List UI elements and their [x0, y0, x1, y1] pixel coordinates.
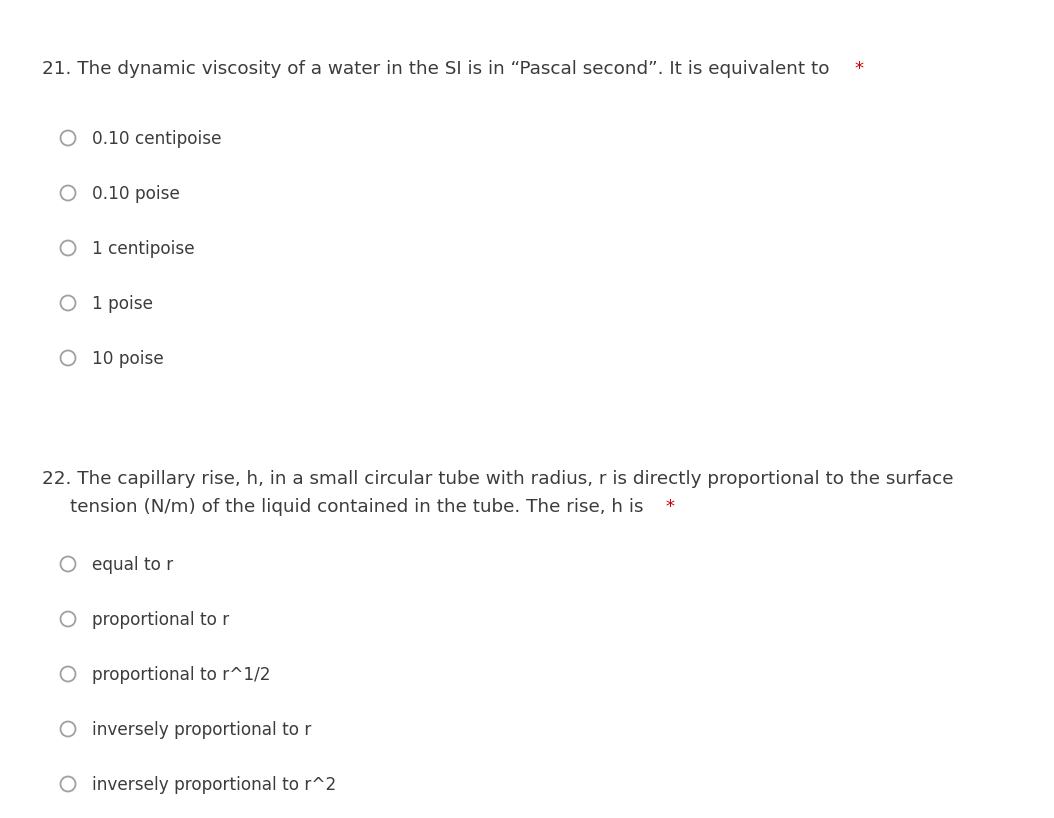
Text: inversely proportional to r^2: inversely proportional to r^2 — [92, 776, 336, 794]
Circle shape — [60, 240, 76, 255]
Circle shape — [60, 131, 76, 146]
Text: 22. The capillary rise, h, in a small circular tube with radius, r is directly p: 22. The capillary rise, h, in a small ci… — [42, 470, 954, 488]
Text: *: * — [850, 60, 864, 78]
Circle shape — [60, 667, 76, 681]
Circle shape — [60, 186, 76, 200]
Circle shape — [60, 776, 76, 792]
Text: 21. The dynamic viscosity of a water in the SI is in “Pascal second”. It is equi: 21. The dynamic viscosity of a water in … — [42, 60, 829, 78]
Text: proportional to r^1/2: proportional to r^1/2 — [92, 666, 271, 684]
Circle shape — [60, 350, 76, 366]
Text: 1 poise: 1 poise — [92, 295, 153, 313]
Text: proportional to r: proportional to r — [92, 611, 230, 629]
Circle shape — [60, 556, 76, 572]
Circle shape — [60, 295, 76, 311]
Text: inversely proportional to r: inversely proportional to r — [92, 721, 311, 739]
Text: equal to r: equal to r — [92, 556, 173, 574]
Text: 0.10 centipoise: 0.10 centipoise — [92, 130, 221, 148]
Circle shape — [60, 612, 76, 627]
Text: tension (N/m) of the liquid contained in the tube. The rise, h is: tension (N/m) of the liquid contained in… — [70, 498, 644, 516]
Circle shape — [60, 721, 76, 736]
Text: 1 centipoise: 1 centipoise — [92, 240, 195, 258]
Text: 0.10 poise: 0.10 poise — [92, 185, 180, 203]
Text: *: * — [660, 498, 676, 516]
Text: 10 poise: 10 poise — [92, 350, 163, 368]
